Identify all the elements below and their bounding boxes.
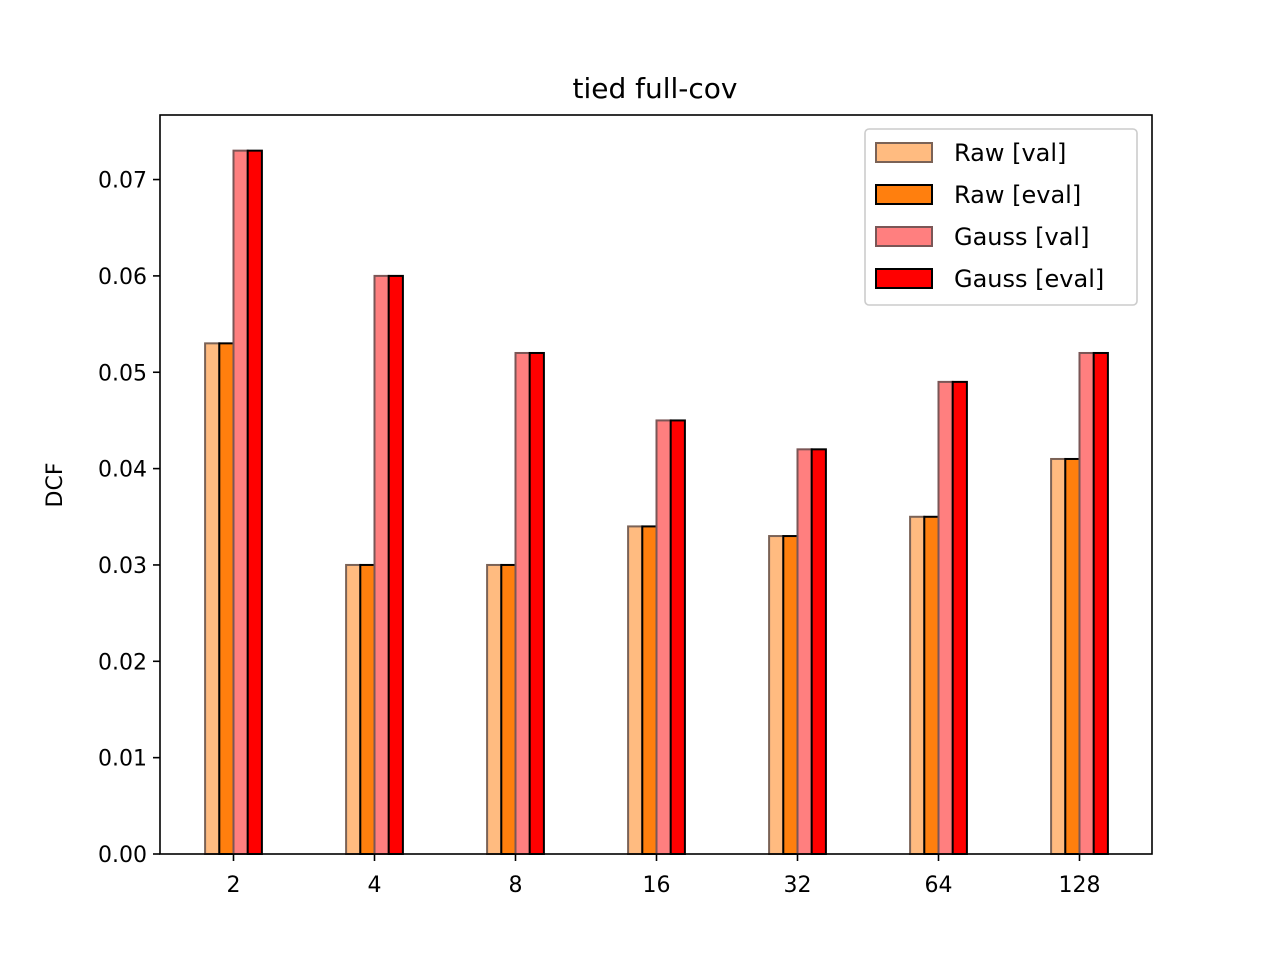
legend-label: Gauss [eval]: [954, 265, 1104, 293]
y-tick-label: 0.06: [98, 265, 147, 290]
bar-gauss-val-2: [232, 149, 249, 855]
bar-raw-eval-128: [1064, 457, 1081, 855]
x-tick-label: 2: [227, 873, 241, 898]
bar-gauss-eval-4: [387, 274, 404, 855]
bar-gauss-val-16: [655, 419, 672, 855]
bar-raw-eval-2: [218, 342, 235, 855]
legend-swatch: [875, 268, 933, 289]
legend-label: Raw [val]: [954, 139, 1066, 167]
bar-raw-eval-64: [923, 515, 940, 856]
bar-gauss-val-128: [1078, 351, 1095, 855]
bars-layer: [204, 149, 1109, 856]
bar-raw-val-16: [627, 525, 644, 855]
bar-gauss-val-8: [514, 351, 531, 855]
y-tick-label: 0.02: [98, 650, 147, 675]
legend-box: [864, 128, 1138, 306]
y-tick-label: 0.07: [98, 169, 147, 194]
bar-gauss-val-64: [937, 380, 954, 855]
x-tick-label: 4: [368, 873, 382, 898]
x-tick-label: 8: [509, 873, 523, 898]
bar-raw-val-64: [909, 515, 926, 856]
bar-raw-val-4: [345, 563, 362, 855]
bar-gauss-eval-64: [951, 380, 968, 855]
bar-gauss-eval-128: [1092, 351, 1109, 855]
bar-raw-val-8: [486, 563, 503, 855]
bar-raw-eval-8: [500, 563, 517, 855]
x-tick-label: 32: [784, 873, 812, 898]
bar-gauss-eval-32: [810, 448, 827, 855]
legend-swatch: [875, 184, 933, 205]
bar-gauss-val-4: [373, 274, 390, 855]
plot-frame: [159, 114, 1153, 855]
chart-title: tied full-cov: [572, 72, 737, 105]
y-tick-label: 0.03: [98, 554, 147, 579]
bar-raw-eval-4: [359, 563, 376, 855]
y-tick-label: 0.01: [98, 747, 147, 772]
axes-layer: 2 4 8 16 32 64 128 0.00 0.01 0.02 0.03 0.04 0.05 0.06…: [98, 114, 1153, 898]
y-tick-label: 0.04: [98, 458, 147, 483]
bar-gauss-eval-2: [246, 149, 263, 855]
bar-raw-eval-16: [641, 525, 658, 855]
bar-gauss-val-32: [796, 448, 813, 855]
legend-label: Raw [eval]: [954, 181, 1081, 209]
y-tick-label: 0.05: [98, 361, 147, 386]
bar-gauss-eval-8: [528, 351, 545, 855]
x-tick-label: 128: [1059, 873, 1101, 898]
legend-swatch: [875, 226, 933, 247]
legend-swatch: [875, 142, 933, 163]
bar-gauss-eval-16: [669, 419, 686, 855]
y-tick-label: 0.00: [98, 843, 147, 868]
bar-raw-val-2: [204, 342, 221, 855]
x-tick-label: 64: [925, 873, 953, 898]
bar-raw-eval-32: [782, 535, 799, 855]
bar-raw-val-32: [768, 535, 785, 855]
legend: Raw [val] Raw [eval] Gauss [val] Gauss [eva…: [864, 128, 1138, 306]
legend-label: Gauss [val]: [954, 223, 1089, 251]
y-axis-label: DCF: [43, 463, 68, 508]
bar-raw-val-128: [1050, 457, 1067, 855]
x-tick-label: 16: [643, 873, 671, 898]
